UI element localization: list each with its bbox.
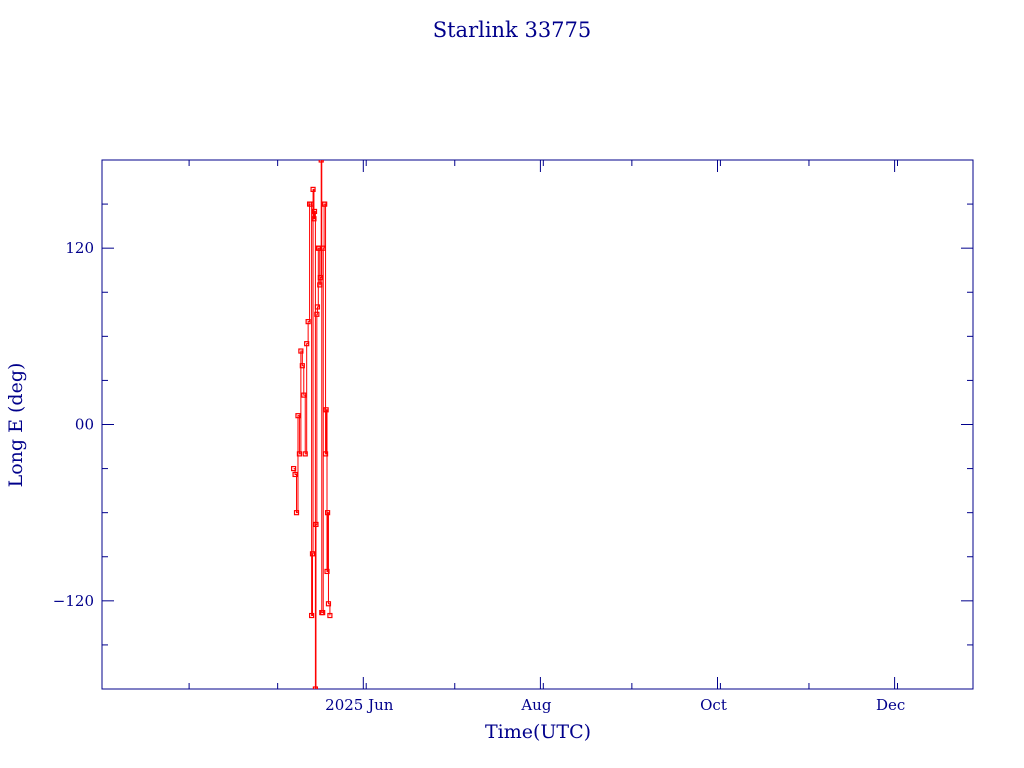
data-point bbox=[324, 568, 330, 575]
data-point bbox=[301, 392, 307, 398]
data-point bbox=[320, 609, 326, 616]
plot-frame bbox=[101, 159, 974, 690]
data-point bbox=[305, 319, 311, 325]
data-point bbox=[304, 341, 310, 347]
data-point bbox=[327, 612, 333, 619]
data-point bbox=[322, 451, 329, 457]
data-point bbox=[298, 348, 304, 354]
data-point bbox=[296, 451, 303, 457]
data-point bbox=[295, 413, 301, 419]
x-axis-label: Time(UTC) bbox=[485, 721, 591, 743]
data-point bbox=[314, 311, 320, 317]
data-point bbox=[323, 407, 329, 413]
y-axis: 120 00 −120 bbox=[53, 239, 94, 610]
data-point bbox=[310, 186, 316, 192]
chart-title: Starlink 33775 bbox=[433, 18, 592, 42]
x-tick-label: Oct bbox=[700, 696, 727, 714]
x-tick-label: 2025 Jun bbox=[325, 696, 394, 714]
data-point bbox=[318, 160, 324, 163]
data-point bbox=[322, 201, 328, 207]
data-point bbox=[317, 282, 323, 288]
data-point bbox=[313, 521, 319, 528]
data-point bbox=[317, 274, 323, 281]
tick-marks bbox=[102, 160, 973, 689]
data-point bbox=[311, 208, 318, 215]
x-tick-label: Aug bbox=[520, 696, 551, 714]
series-line bbox=[293, 160, 331, 689]
data-point bbox=[308, 201, 314, 207]
data-point bbox=[312, 686, 318, 689]
data-point bbox=[293, 510, 300, 516]
y-axis-label: Long E (deg) bbox=[5, 363, 27, 488]
data-point bbox=[302, 451, 308, 457]
y-tick-label: 120 bbox=[65, 239, 94, 257]
x-tick-label: Dec bbox=[876, 696, 905, 714]
y-tick-label: 00 bbox=[75, 416, 94, 434]
data-point bbox=[299, 363, 305, 369]
data-point bbox=[292, 471, 298, 478]
data-point bbox=[314, 304, 321, 310]
data-point bbox=[324, 510, 331, 516]
y-tick-label: −120 bbox=[53, 592, 94, 610]
data-point bbox=[309, 551, 316, 557]
data-point bbox=[291, 465, 297, 472]
x-axis: 2025 Jun Aug Oct Dec bbox=[325, 160, 905, 714]
series-layer bbox=[291, 160, 333, 689]
data-point bbox=[311, 216, 317, 222]
data-point bbox=[309, 612, 315, 619]
data-point bbox=[325, 601, 332, 607]
data-point bbox=[320, 245, 326, 251]
